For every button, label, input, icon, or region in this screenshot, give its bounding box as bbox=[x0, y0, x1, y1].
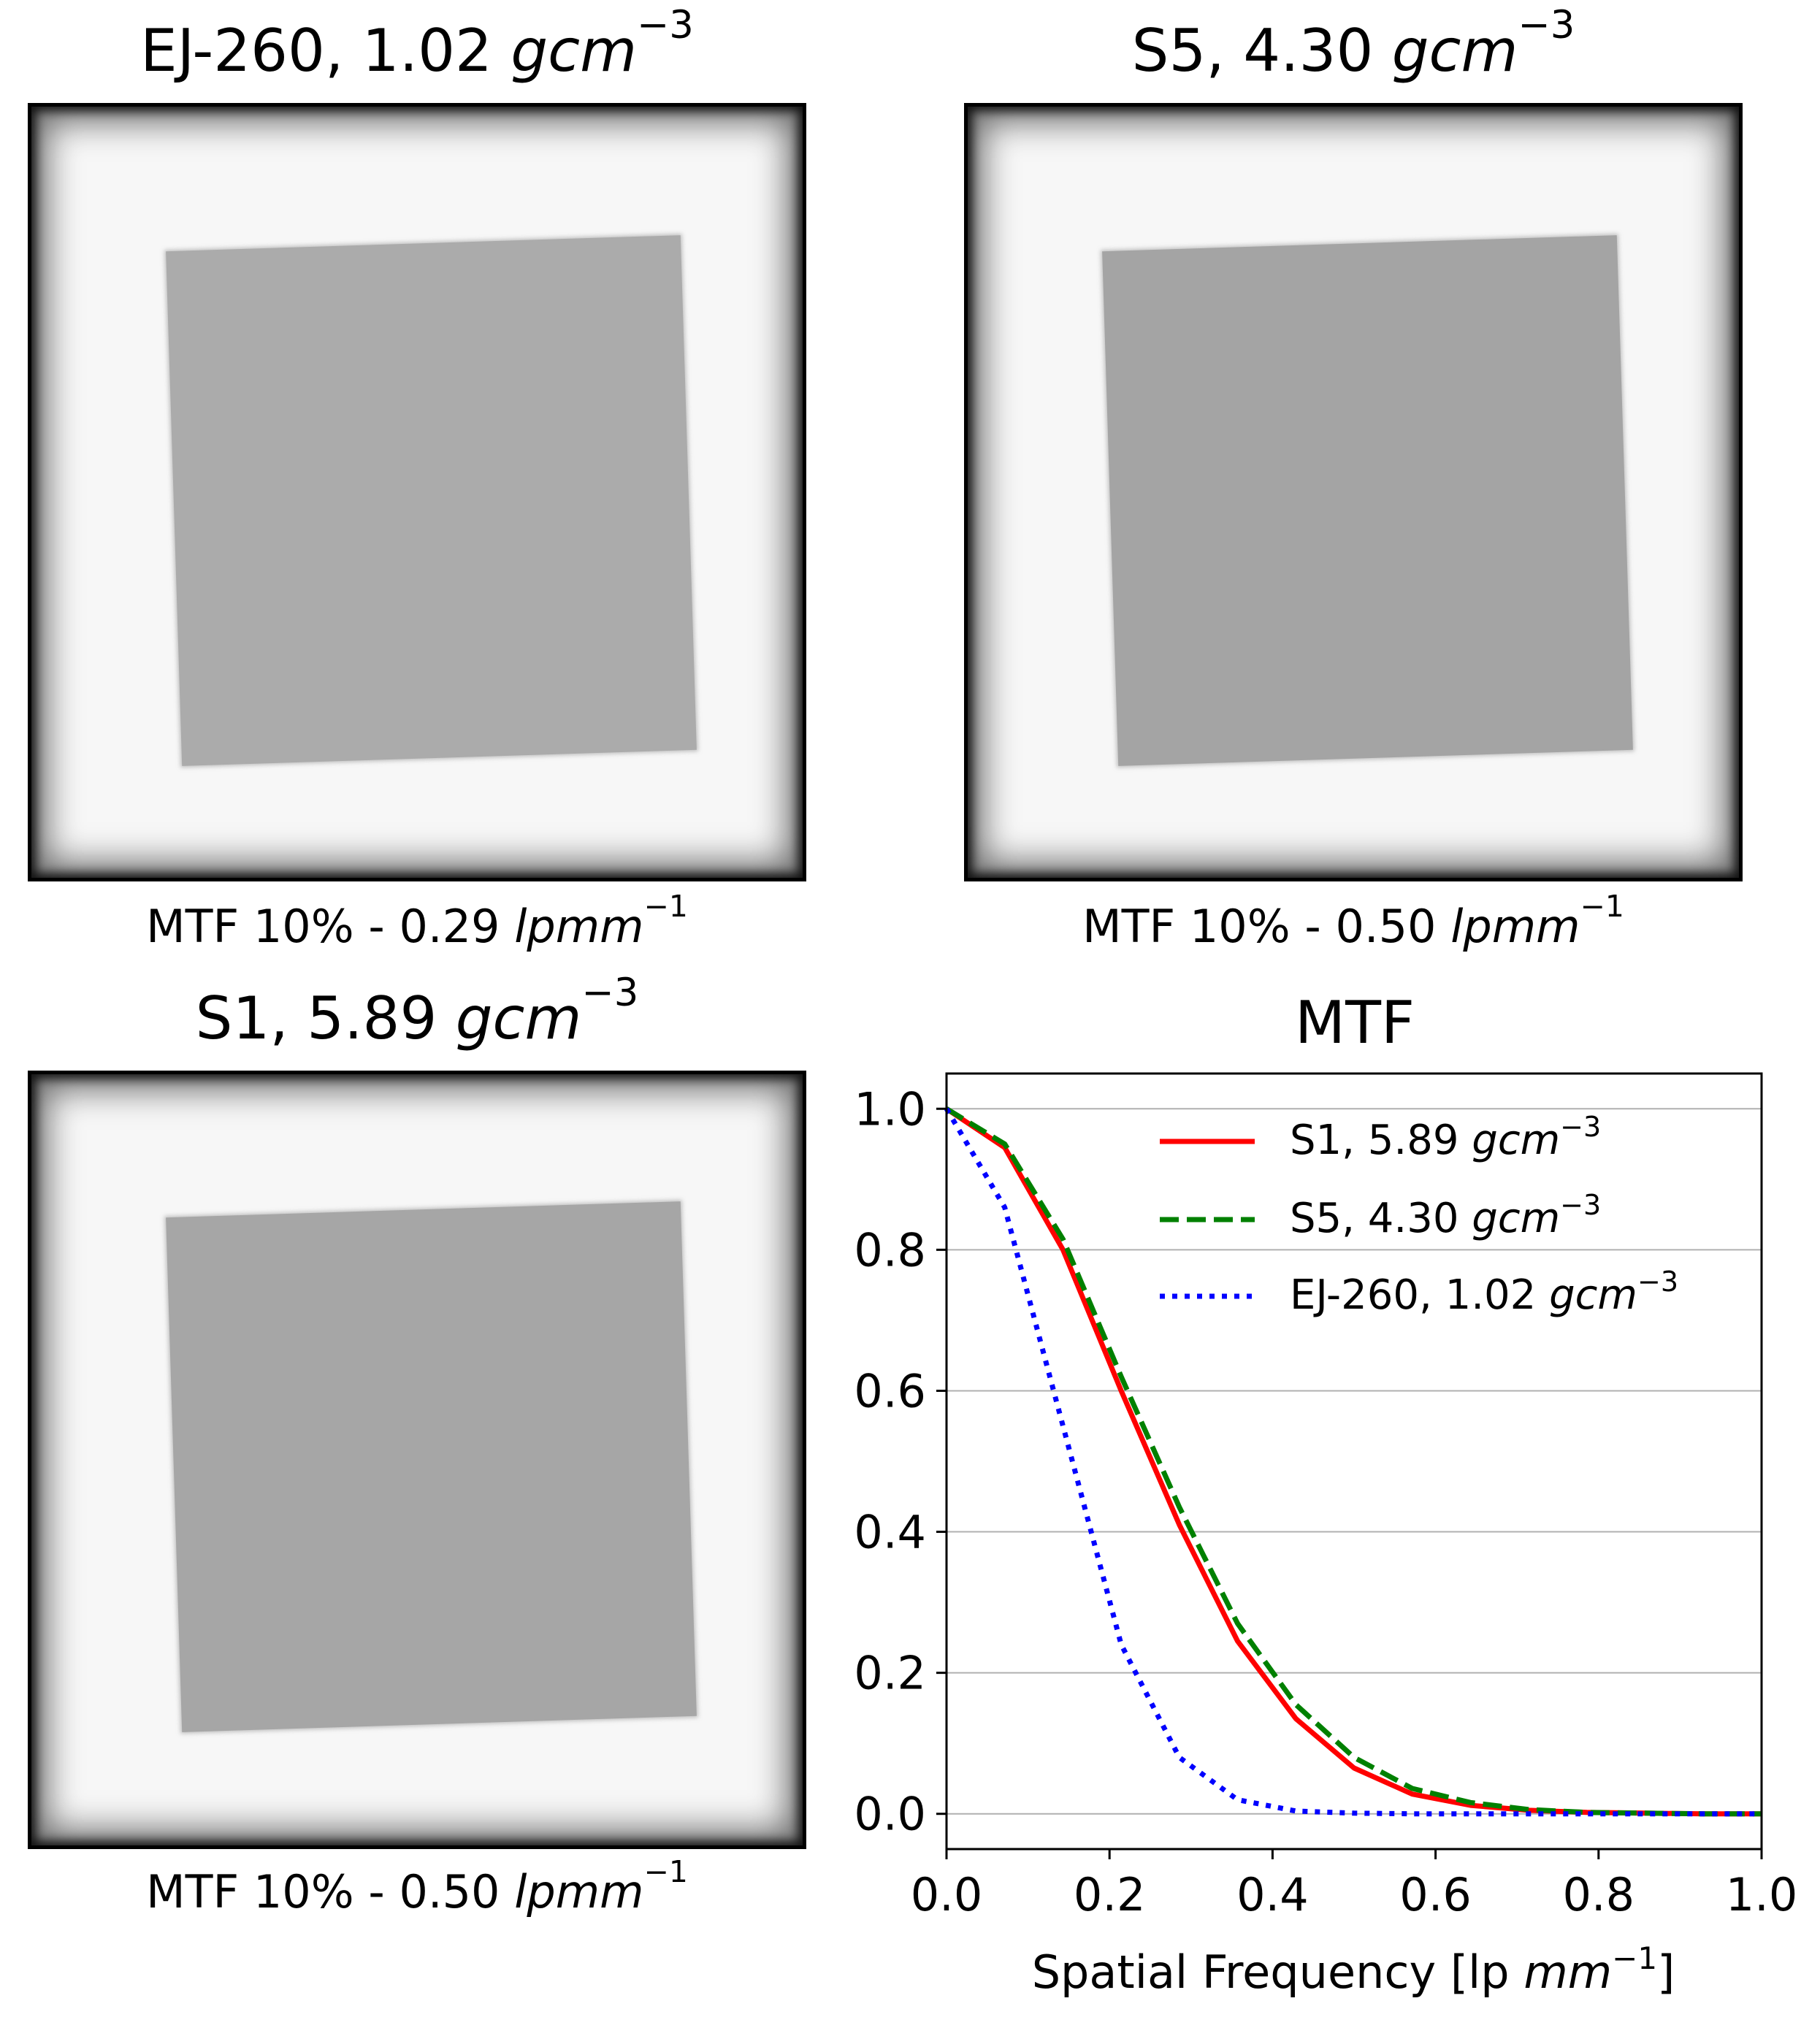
caption-text: MTF 10% - 0.50 bbox=[1082, 900, 1451, 953]
panel-title-s1: S1, 5.89 gcm−3 bbox=[28, 973, 806, 1048]
y-tick-label: 0.4 bbox=[854, 1506, 926, 1559]
caption-unit: lpmm bbox=[514, 1865, 644, 1918]
title-text: S1, 5.89 bbox=[195, 984, 456, 1052]
caption-unit: lpmm bbox=[514, 900, 644, 953]
series-line-s5 bbox=[945, 1106, 1762, 1817]
title-exponent: −3 bbox=[637, 3, 694, 48]
series-lines bbox=[944, 1106, 1762, 1817]
x-tick-label: 0.4 bbox=[1236, 1868, 1309, 1921]
radiograph-s5 bbox=[964, 103, 1743, 881]
legend-label-s1: S1, 5.89 gcm−3 bbox=[1290, 1111, 1601, 1164]
radiograph-s1 bbox=[28, 1071, 806, 1849]
x-tick-label: 1.0 bbox=[1726, 1868, 1798, 1921]
title-text: S5, 4.30 bbox=[1131, 17, 1392, 85]
chart-title: MTF bbox=[1295, 989, 1415, 1057]
mtf-caption-s1: MTF 10% - 0.50 lpmm−1 bbox=[28, 1857, 806, 1915]
legend: S1, 5.89 gcm−3 S5, 4.30 gcm−3 EJ-260, 1.… bbox=[1160, 1111, 1678, 1319]
caption-text: MTF 10% - 0.50 bbox=[146, 1865, 515, 1918]
caption-exponent: −1 bbox=[643, 889, 688, 925]
panel-title-s5: S5, 4.30 gcm−3 bbox=[964, 6, 1743, 80]
caption-unit: lpmm bbox=[1450, 900, 1580, 953]
x-tick-label: 0.6 bbox=[1399, 1868, 1472, 1921]
test-object-square bbox=[1102, 235, 1633, 766]
test-object-square bbox=[166, 235, 697, 766]
plot-frame bbox=[945, 1072, 1763, 1851]
y-tick-label: 0.6 bbox=[854, 1364, 926, 1417]
caption-exponent: −1 bbox=[1580, 889, 1624, 925]
y-tick-label: 1.0 bbox=[854, 1082, 926, 1136]
title-unit: gcm bbox=[511, 17, 638, 85]
test-object-square bbox=[166, 1201, 697, 1732]
mtf-caption-s5: MTF 10% - 0.50 lpmm−1 bbox=[964, 892, 1743, 949]
title-text: EJ-260, 1.02 bbox=[140, 17, 511, 85]
legend-label-ej260: EJ-260, 1.02 gcm−3 bbox=[1290, 1266, 1678, 1319]
x-axis-label: Spatial Frequency [lp mm−1] bbox=[1032, 1940, 1675, 1999]
caption-exponent: −1 bbox=[643, 1854, 688, 1890]
caption-text: MTF 10% - 0.29 bbox=[146, 900, 515, 953]
y-tick-label: 0.0 bbox=[854, 1788, 926, 1841]
axis-ticks: 0.0 0.2 0.4 0.6 0.8 1.0 0.0 0.2 0.4 0.6 0.8 1.0 bbox=[854, 1082, 1797, 1921]
x-tick-label: 0.0 bbox=[911, 1868, 983, 1921]
legend-label-s5: S5, 4.30 gcm−3 bbox=[1290, 1189, 1601, 1242]
series-line-ej260 bbox=[944, 1107, 1762, 1817]
y-tick-label: 0.2 bbox=[854, 1647, 926, 1700]
grid-lines bbox=[947, 1108, 1762, 1815]
radiograph-ej260 bbox=[28, 103, 806, 881]
panel-title-ej260: EJ-260, 1.02 gcm−3 bbox=[28, 6, 806, 80]
series-line-s1 bbox=[945, 1106, 1762, 1817]
y-tick-label: 0.8 bbox=[854, 1223, 926, 1277]
mtf-caption-ej260: MTF 10% - 0.29 lpmm−1 bbox=[28, 892, 806, 949]
x-tick-label: 0.2 bbox=[1074, 1868, 1146, 1921]
title-unit: gcm bbox=[455, 984, 582, 1052]
title-exponent: −3 bbox=[1518, 3, 1575, 48]
x-tick-label: 0.8 bbox=[1562, 1868, 1634, 1921]
title-exponent: −3 bbox=[581, 971, 639, 1016]
title-unit: gcm bbox=[1391, 17, 1518, 85]
